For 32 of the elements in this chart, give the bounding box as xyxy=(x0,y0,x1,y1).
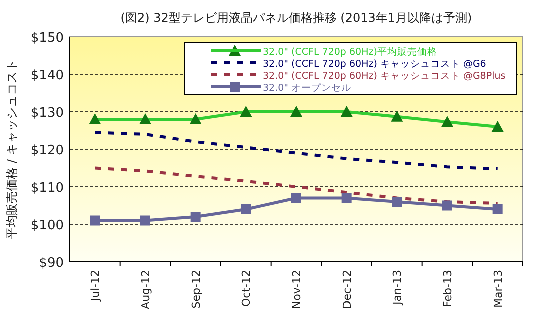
chart-title: (図2) 32型テレビ用液晶パネル価格推移 (2013年1月以降は予測) xyxy=(120,11,472,25)
line-series xyxy=(94,131,500,170)
point xyxy=(492,204,503,214)
y-tick-label: $110 xyxy=(30,181,64,196)
point xyxy=(292,193,302,204)
x-tick-label: Sep-12 xyxy=(190,270,203,309)
point xyxy=(140,216,150,226)
x-tick-label: Oct-12 xyxy=(240,270,254,307)
y-tick-label: $120 xyxy=(30,144,64,158)
legend-label: 32.0" (CCFL 720p 60Hz)平均販売価格 xyxy=(263,46,438,58)
y-tick-label: $90 xyxy=(39,256,64,271)
y-axis-title: 平均販売価格 / キャッシュコスト xyxy=(5,60,19,240)
point xyxy=(342,193,352,204)
text: 32.0" (CCFL 720p 60Hz) キャッシュコスト @G8Plus xyxy=(263,71,506,82)
y-tick-label: $150 xyxy=(30,31,64,46)
point xyxy=(442,200,452,211)
x-tick-label: Jan-13 xyxy=(391,270,404,306)
y-tick-label: $130 xyxy=(30,106,64,121)
point xyxy=(90,216,100,226)
text: 32.0" (CCFL 720p 60Hz) キャッシュコスト @G6 xyxy=(263,59,486,70)
x-tick-label: Mar-13 xyxy=(492,270,505,308)
x-tick-label: Aug-12 xyxy=(140,270,152,310)
x-tick-label: Feb-13 xyxy=(442,270,454,308)
x-tick-label: Dec-12 xyxy=(340,270,354,310)
x-tick-label: Nov-12 xyxy=(290,270,304,310)
x-tick-label: Jul-12 xyxy=(89,270,102,302)
y-tick-label: $140 xyxy=(30,68,64,84)
text: 32.0" オープンセル xyxy=(263,83,352,94)
point xyxy=(392,197,402,207)
y-tick-label: $100 xyxy=(30,218,64,234)
point xyxy=(190,212,201,222)
point xyxy=(241,204,252,214)
